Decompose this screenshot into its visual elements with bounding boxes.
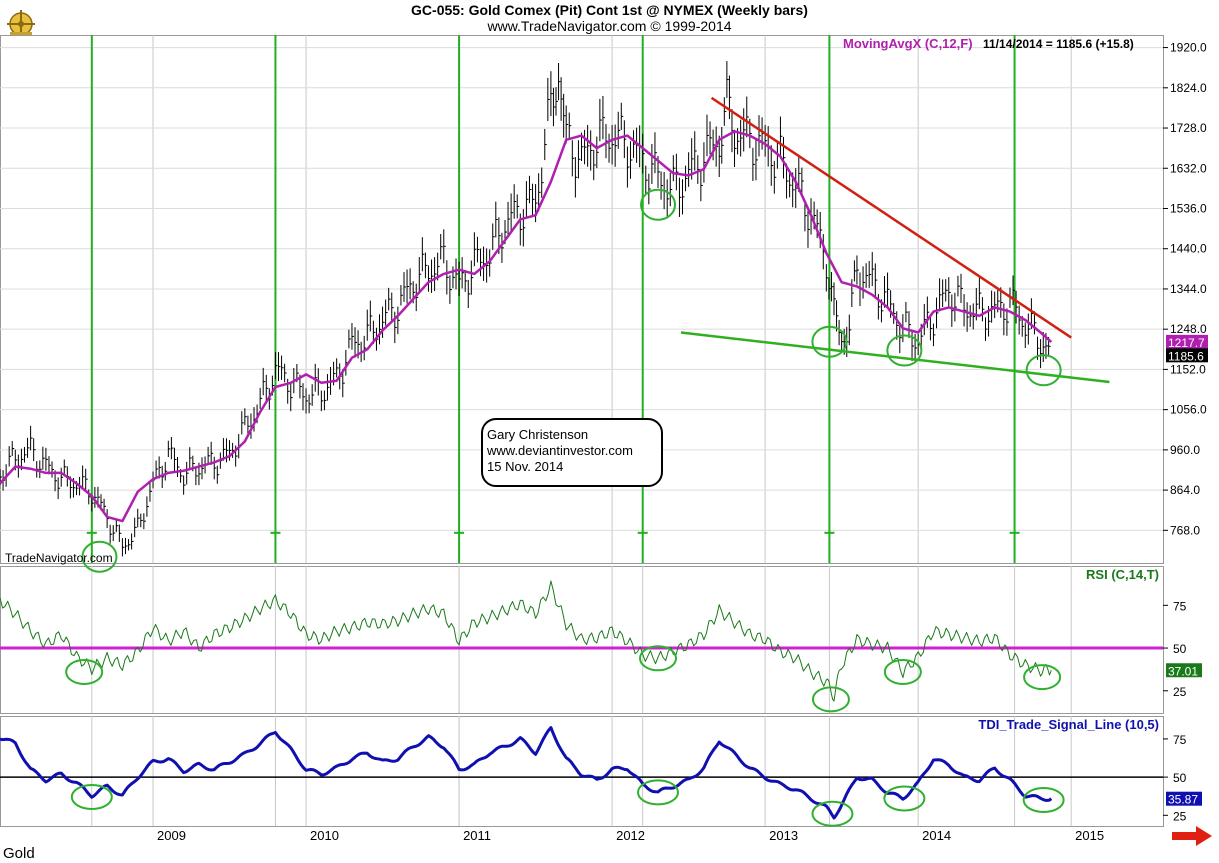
- circled-low: [886, 334, 923, 367]
- price-y-tick-label: 960.0: [1170, 443, 1200, 457]
- price-y-tick-label: 1440.0: [1170, 242, 1207, 256]
- chart-subtitle: www.TradeNavigator.com © 1999-2014: [487, 18, 732, 34]
- rsi-line: [0, 580, 1052, 702]
- rsi-indicator-label: RSI (C,14,T): [1086, 567, 1159, 582]
- price-y-tick-label: 1824.0: [1170, 81, 1207, 95]
- tdi-indicator-label: TDI_Trade_Signal_Line (10,5): [978, 717, 1159, 732]
- price-y-tick-label: 1728.0: [1170, 121, 1207, 135]
- rsi-circled: [639, 645, 678, 672]
- tdi-last-value-label: 35.87: [1168, 793, 1198, 807]
- tdi-y-tick-label: 75: [1173, 733, 1187, 747]
- trade-navigator-logo-icon: [7, 10, 35, 38]
- last-value-tag: [1166, 334, 1208, 349]
- price-y-tick-label: 1920.0: [1170, 41, 1207, 55]
- watermark: TradeNavigator.com: [5, 551, 113, 565]
- last-value-tag: [1166, 348, 1208, 363]
- price-y-tick-label: 1632.0: [1170, 161, 1207, 175]
- rsi-circled: [811, 686, 850, 713]
- tdi-line: [0, 726, 1053, 820]
- tdi-circled: [1022, 787, 1065, 814]
- circled-low: [811, 325, 848, 358]
- resistance-trendline: [710, 96, 1072, 339]
- rsi-last-value-label: 37.01: [1168, 664, 1198, 678]
- scroll-right-arrow-icon[interactable]: [1172, 826, 1212, 846]
- annotation-line: www.deviantinvestor.com: [486, 443, 633, 458]
- tdi-circled: [637, 779, 680, 806]
- tdi-y-tick-label: 25: [1173, 809, 1187, 823]
- rsi-y-tick-label: 50: [1173, 642, 1187, 656]
- price-y-tick-label: 1344.0: [1170, 282, 1207, 296]
- rsi-last-value-tag: [1166, 663, 1202, 678]
- circled-low: [81, 540, 118, 573]
- x-tick-label: 2014: [922, 828, 951, 843]
- tdi-circled: [70, 783, 113, 810]
- annotation-line: 15 Nov. 2014: [487, 459, 563, 474]
- circled-low: [1025, 354, 1062, 387]
- last-value-label: 1217.7: [1168, 336, 1205, 350]
- last-value-label: 1185.6: [1168, 349, 1204, 363]
- rsi-y-tick-label: 75: [1173, 599, 1187, 613]
- x-tick-label: 2009: [157, 828, 186, 843]
- ma-indicator-label: MovingAvgX (C,12,F): [843, 36, 973, 51]
- price-y-tick-label: 768.0: [1170, 523, 1200, 537]
- price-readout: 11/14/2014 = 1185.6 (+15.8): [983, 37, 1134, 51]
- tdi-circled: [811, 800, 854, 827]
- circled-low: [640, 188, 677, 221]
- x-tick-label: 2015: [1075, 828, 1104, 843]
- price-y-tick-label: 1152.0: [1170, 362, 1206, 376]
- rsi-circled: [65, 658, 104, 685]
- instrument-label: Gold: [3, 845, 35, 862]
- price-y-tick-label: 864.0: [1170, 483, 1200, 497]
- tdi-last-value-tag: [1166, 791, 1202, 806]
- annotation-box: [481, 418, 663, 487]
- moving-average-line: [0, 130, 1053, 523]
- price-y-tick-label: 1056.0: [1170, 403, 1207, 417]
- support-trendline: [680, 331, 1110, 384]
- chart-title: GC-055: Gold Comex (Pit) Cont 1st @ NYME…: [411, 2, 808, 18]
- x-tick-label: 2013: [769, 828, 798, 843]
- rsi-circled: [883, 658, 922, 685]
- price-y-tick-label: 1248.0: [1170, 322, 1207, 336]
- tdi-y-tick-label: 50: [1173, 771, 1187, 785]
- x-tick-label: 2012: [616, 828, 645, 843]
- x-tick-label: 2011: [463, 828, 491, 843]
- price-y-tick-label: 1536.0: [1170, 201, 1207, 215]
- annotation-line: Gary Christenson: [487, 427, 588, 442]
- rsi-y-tick-label: 25: [1173, 685, 1187, 699]
- x-tick-label: 2010: [310, 828, 339, 843]
- rsi-circled: [1023, 664, 1062, 691]
- panel-frame-tdi: [0, 716, 1164, 827]
- tdi-circled: [883, 785, 926, 812]
